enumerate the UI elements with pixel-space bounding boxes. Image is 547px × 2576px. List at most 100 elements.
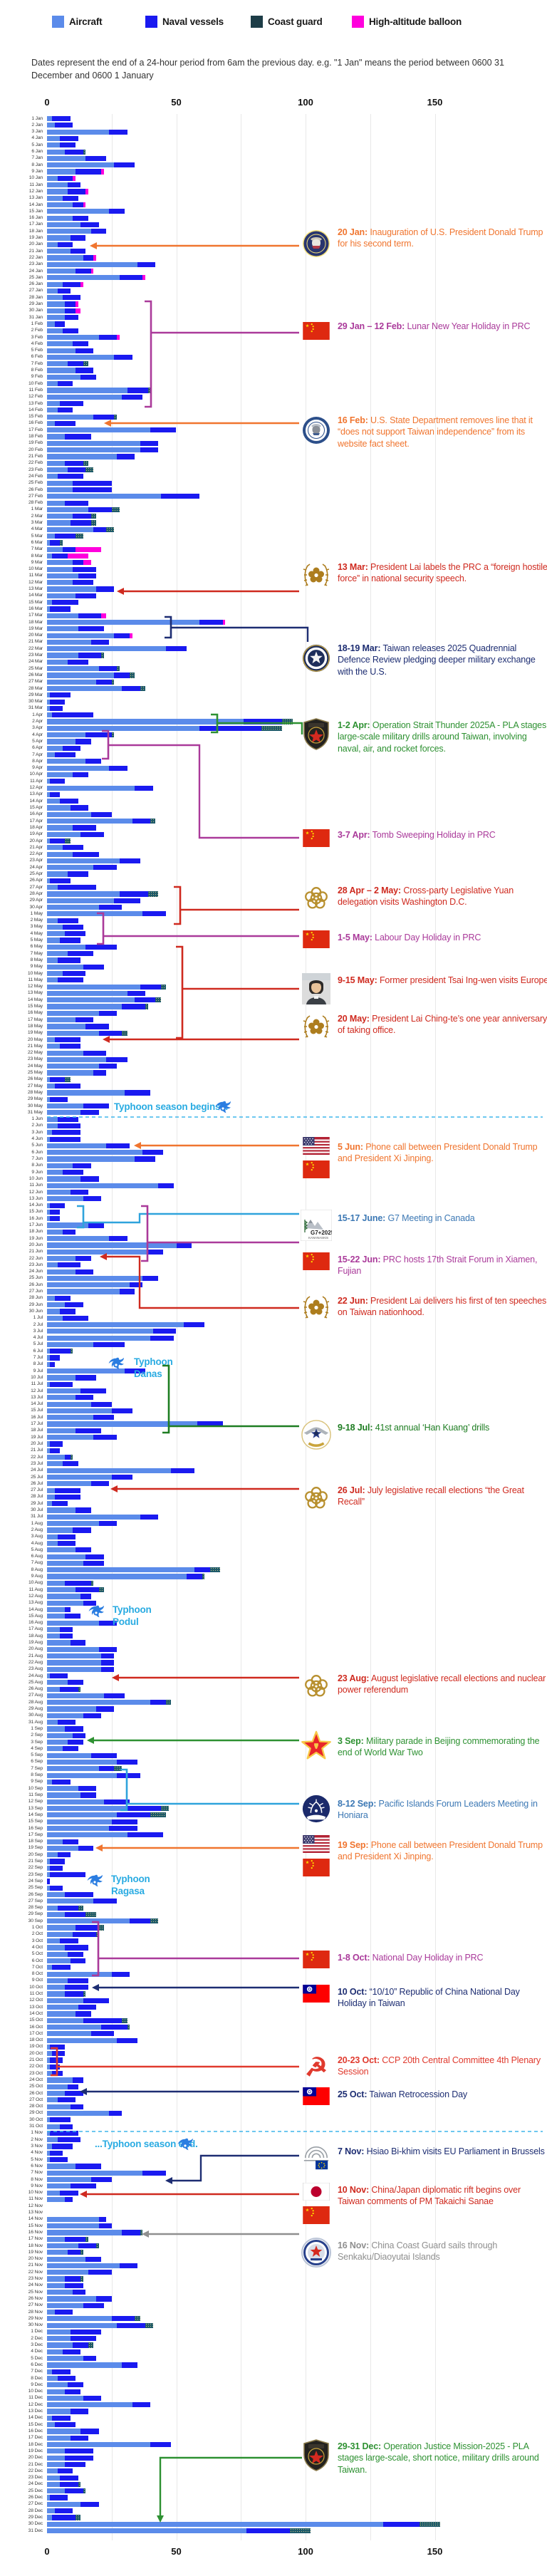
balloon-swatch [352,16,364,28]
bar-segment-naval [73,580,94,586]
bar-row: 2 Jan [0,122,547,128]
date-label: 11 Oct [29,1991,43,1997]
bar-segment-naval [122,2362,138,2368]
bar-segment-naval [57,1852,71,1858]
bar-segment-aircraft [47,1971,112,1977]
bar-row: 23 Apr [0,858,547,864]
date-label: 20 Apr [29,838,43,843]
bar-segment-naval [70,520,91,526]
bar-segment-naval [65,149,83,155]
bar-row: 1 Jul [0,1315,547,1321]
date-label: 9 Jun [31,1169,43,1175]
bar-segment-aircraft [47,1302,66,1308]
date-label: 26 Mar [28,672,43,677]
legend-item-aircraft: Aircraft [52,16,103,28]
date-label: 18 May [27,1023,43,1029]
bar-segment-aircraft [47,1547,75,1553]
bar-segment-naval [49,699,66,705]
date-label: 5 Feb [31,348,43,353]
bar-segment-naval [80,2429,99,2434]
annotation-icon-20-23-oct: ☭ [301,2053,332,2082]
bar-segment-naval [73,480,112,486]
bar-segment-aircraft [47,1441,50,1447]
date-label: 15 Mar [28,599,43,605]
bar-row: 4 Feb [0,341,547,347]
bar-segment-aircraft [47,1262,58,1268]
bar-row: 24 Sep [0,1878,547,1884]
date-label: 15 May [27,1004,43,1009]
bar-row: 24 Jan [0,268,547,274]
annotation-icon-22-jun [301,1292,332,1327]
date-label: 22 Aug [28,1659,43,1665]
date-label: 18 Jun [28,1229,43,1235]
stacked-bar [47,951,94,957]
bar-row: 27 Feb [0,493,547,499]
bar-segment-naval [49,540,61,546]
bar-segment-naval [122,1004,145,1009]
date-label: 23 Jul [31,1460,43,1466]
bar-segment-naval [130,1918,151,1924]
stacked-bar [47,2508,73,2514]
date-label: 9 Dec [31,2382,43,2387]
emblem-mnd-roc-icon [301,643,331,677]
bar-segment-coastguard [282,719,293,724]
bar-row: 17 May [0,1017,547,1023]
bar-segment-aircraft [47,2488,66,2494]
bar-segment-naval [62,295,81,301]
bar-segment-coastguard [111,507,120,512]
bar-segment-naval [60,2190,78,2196]
date-label: 24 Jun [28,1269,43,1274]
date-label: 2 Dec [31,2335,43,2341]
bar-segment-aircraft [47,354,115,360]
bar-segment-naval [117,1772,140,1778]
stacked-bar [47,2170,166,2176]
bar-segment-naval [98,334,117,341]
date-label: 21 Jun [28,1249,43,1255]
bar-segment-naval [197,1421,223,1427]
date-label: 24 Aug [28,1673,43,1678]
bar-segment-aircraft [47,420,55,427]
annotation-text-15-17-june: 15-17 June: G7 Meeting in Canada [338,1212,547,1224]
date-label: 15 Dec [28,2421,43,2427]
bar-segment-coastguard [83,1991,86,1997]
annotation-body: President Lai Ching-te’s one year annive… [338,1014,547,1036]
stacked-bar [47,1282,143,1288]
bar-row: 11 Dec [0,2395,547,2401]
stacked-bar [47,2243,99,2249]
date-label: 28 Mar [28,685,43,691]
bar-segment-aircraft [47,2282,66,2288]
bar-segment-naval [98,1010,117,1016]
bar-segment-aircraft [47,1329,153,1334]
date-label: 7 Feb [31,360,43,366]
bar-segment-aircraft [47,1626,61,1633]
bar-segment-aircraft [47,2515,53,2520]
date-label: 29 Jul [31,1500,43,1506]
date-label: 26 Jul [31,1480,43,1486]
stacked-bar [47,407,73,413]
bar-segment-coastguard [160,984,166,990]
date-label: 8 Nov [31,2176,43,2182]
bar-row: 12 Jan [0,188,547,194]
date-label: 10 Feb [28,380,43,386]
bar-row: 22 Feb [0,460,547,467]
bar-segment-naval [78,573,96,579]
bar-segment-aircraft [47,2011,75,2017]
bar-segment-aircraft [47,1746,63,1752]
stacked-bar [47,1395,94,1401]
stacked-bar [47,1925,104,1931]
bar-segment-aircraft [47,957,58,963]
bar-row: 26 Aug [0,1686,547,1693]
bar-row: 29 Jul [0,1500,547,1507]
bar-segment-naval [65,2276,81,2282]
bar-row: 15 Oct [0,2017,547,2024]
annotation-date: 9-15 May: [338,975,377,985]
seal-us-president-icon [302,229,330,261]
bar-segment-naval [135,997,156,1003]
bar-row: 19 Sep [0,1845,547,1852]
stacked-bar [47,1521,117,1527]
annotation-date: 19 Sep: [338,1840,369,1850]
stacked-bar [47,2415,71,2421]
bar-segment-naval [68,871,89,877]
bar-row: 17 Oct [0,2030,547,2037]
bar-row: 21 Aug [0,1653,547,1659]
